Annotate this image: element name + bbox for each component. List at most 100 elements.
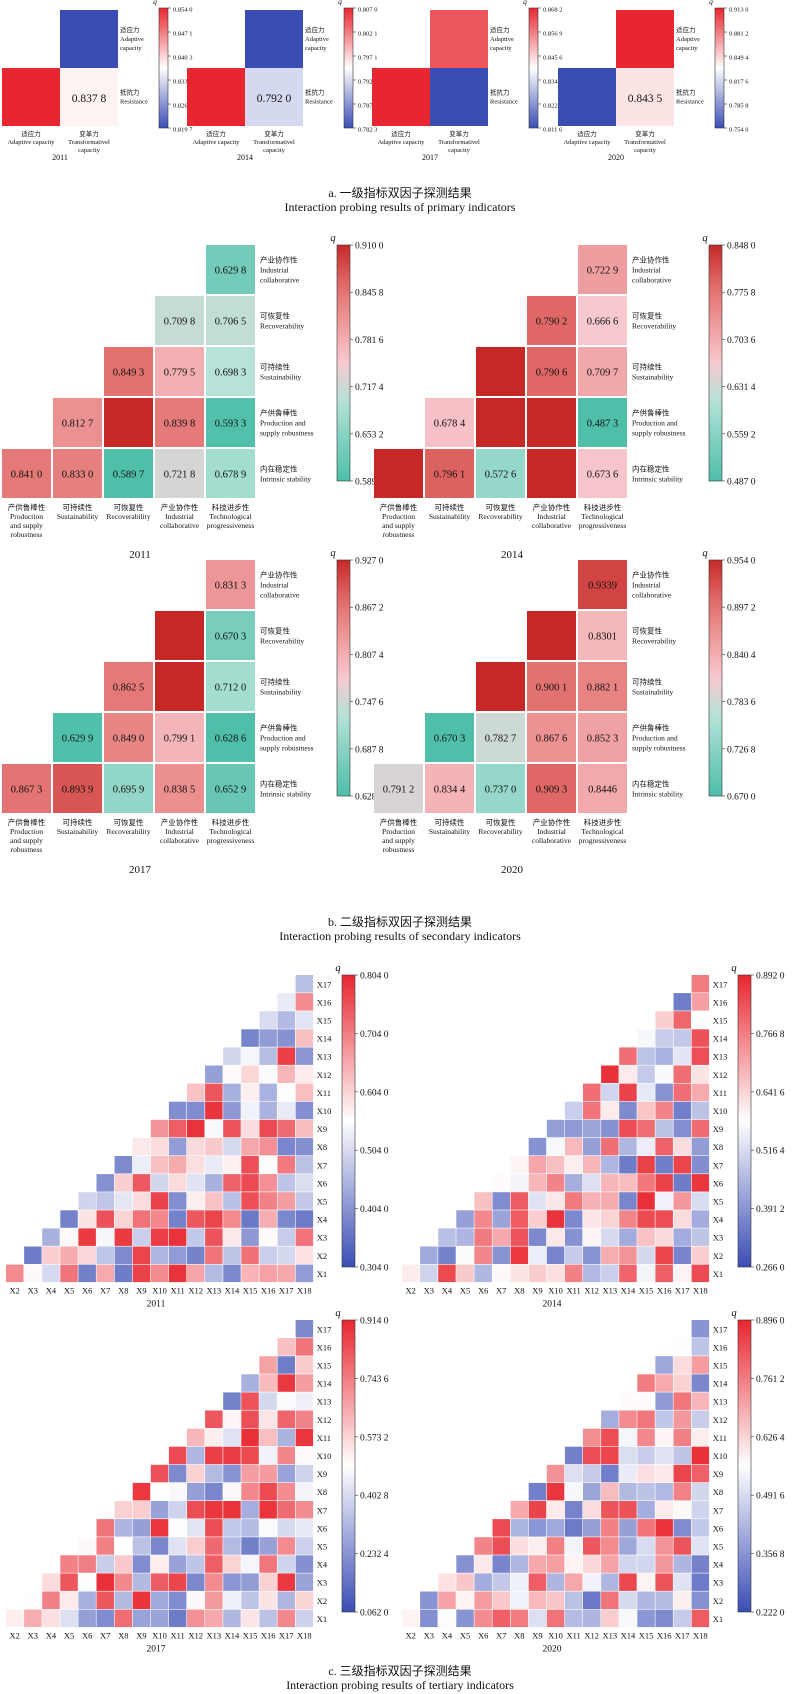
colorbar-c2-tick-label: 0.402 8 (360, 1492, 389, 1502)
heatmap-cell (456, 1228, 474, 1246)
x-axis-label: X5 (460, 1631, 470, 1641)
heatmap-cell (206, 296, 255, 345)
colorbar-c1 (737, 974, 752, 1268)
colorbar-a1-tick-label: 0.797 1 (358, 55, 378, 62)
heatmap-cell (578, 611, 627, 660)
heatmap-cell (673, 1101, 691, 1120)
colorbar-c2-tick-label: 0.232 4 (360, 1550, 389, 1560)
cell-value-label: 0.834 4 (434, 785, 466, 796)
heatmap-cell (42, 1228, 60, 1246)
colorbar-a0-tick-label: 0.847 1 (173, 31, 193, 38)
heatmap-cell (691, 1011, 710, 1029)
heatmap-cell (546, 1192, 565, 1210)
heatmap-cell (673, 1555, 691, 1573)
heatmap-cell (601, 1246, 619, 1264)
heatmap-cell (241, 1101, 259, 1120)
y-axis-label: X3 (317, 1233, 327, 1243)
panel-year-label: 2020 (543, 1645, 562, 1655)
heatmap-cell (492, 1210, 510, 1228)
heatmap-cell (295, 1446, 314, 1465)
heatmap-cell (259, 1246, 277, 1264)
heatmap-cell (277, 1228, 295, 1246)
heatmap-cell (132, 1156, 151, 1174)
heatmap-cell (277, 1410, 295, 1428)
x-axis-label: X10 (548, 1631, 563, 1641)
heatmap-cell (564, 1137, 583, 1156)
colorbar-c0 (341, 974, 356, 1268)
heatmap-cell (277, 1065, 295, 1083)
caption-b-cn: b. 二级指标双因子探测结果 (327, 915, 472, 929)
cell-value-label: 0.843 5 (628, 93, 663, 105)
heatmap-cell (691, 1047, 710, 1065)
heatmap-cell (578, 713, 627, 762)
heatmap-cell (187, 68, 245, 126)
heatmap-cell (510, 1537, 529, 1555)
heatmap-cell (223, 1609, 241, 1628)
y-axis-label: supply robustness (260, 744, 314, 753)
x-axis-label: Production (10, 512, 43, 521)
heatmap-cell (673, 1119, 691, 1138)
cell-value-label: 0.841 0 (11, 470, 43, 481)
heatmap-cell (24, 1264, 42, 1283)
heatmap-cell (476, 398, 525, 447)
panel-year-label: 2014 (237, 153, 253, 162)
cell-value-label: 0.695 9 (113, 785, 145, 796)
x-axis-label: Technological (581, 827, 623, 836)
heatmap-cell (619, 1174, 637, 1192)
heatmap-cell (155, 398, 204, 447)
heatmap-cell (223, 1392, 241, 1410)
heatmap-cell (474, 1246, 492, 1264)
heatmap-cell (528, 1555, 547, 1573)
colorbar-a2-label: q (523, 0, 527, 6)
heatmap-cell (578, 764, 627, 813)
heatmap-cell (583, 1537, 601, 1555)
cell-value-label: 0.792 0 (257, 93, 292, 105)
heatmap-cell (637, 1029, 655, 1047)
y-axis-label: Recoverability (632, 637, 676, 646)
heatmap-cell (259, 1029, 277, 1047)
x-axis-label: capacity (448, 147, 470, 154)
y-axis-label: X13 (317, 1052, 332, 1062)
y-axis-label: 产业协作性 (632, 255, 670, 265)
y-axis-label: X16 (317, 1342, 332, 1352)
y-axis-label: X1 (713, 1269, 723, 1279)
heatmap-cell (60, 1246, 78, 1264)
heatmap-cell (96, 1246, 114, 1264)
heatmap-cell (583, 1609, 601, 1628)
heatmap-cell (456, 1591, 474, 1609)
heatmap-cell (223, 1555, 241, 1573)
cell-value-label: 0.862 5 (113, 683, 145, 694)
x-axis-label: X9 (532, 1286, 542, 1296)
heatmap-cell (546, 1591, 565, 1609)
x-axis-label: X11 (566, 1631, 580, 1641)
x-axis-label: X13 (207, 1631, 222, 1641)
heatmap-cell (655, 1555, 673, 1573)
heatmap-cell (53, 449, 102, 498)
colorbar-c2 (341, 1319, 356, 1613)
y-axis-label: supply robustness (632, 744, 686, 753)
x-axis-label: 可持续性 (435, 817, 465, 827)
heatmap-cell (295, 1501, 314, 1519)
heatmap-cell (241, 1156, 259, 1174)
heatmap-cell (564, 1591, 583, 1609)
heatmap-cell (601, 1083, 619, 1102)
heatmap-cell (295, 1192, 314, 1210)
y-axis-label: X3 (713, 1233, 723, 1243)
heatmap-cell (564, 1555, 583, 1573)
y-axis-label: X12 (713, 1070, 728, 1080)
heatmap-cell (223, 1446, 241, 1465)
heatmap-cell (510, 1246, 529, 1264)
heatmap-cell (655, 1011, 673, 1029)
heatmap-cell (205, 1482, 223, 1501)
x-axis-label: X15 (243, 1286, 258, 1296)
heatmap-cell (583, 1264, 601, 1283)
x-axis-label: X8 (514, 1286, 524, 1296)
y-axis-label: X5 (713, 1196, 723, 1206)
colorbar-a1-tick-label: 0.792 2 (358, 79, 378, 86)
heatmap-cell (53, 398, 102, 447)
heatmap-cell (241, 1174, 259, 1192)
heatmap-cell (295, 1320, 314, 1338)
colorbar-a1-label: q (338, 0, 342, 6)
heatmap-cell (150, 1501, 169, 1519)
heatmap-cell (564, 1192, 583, 1210)
